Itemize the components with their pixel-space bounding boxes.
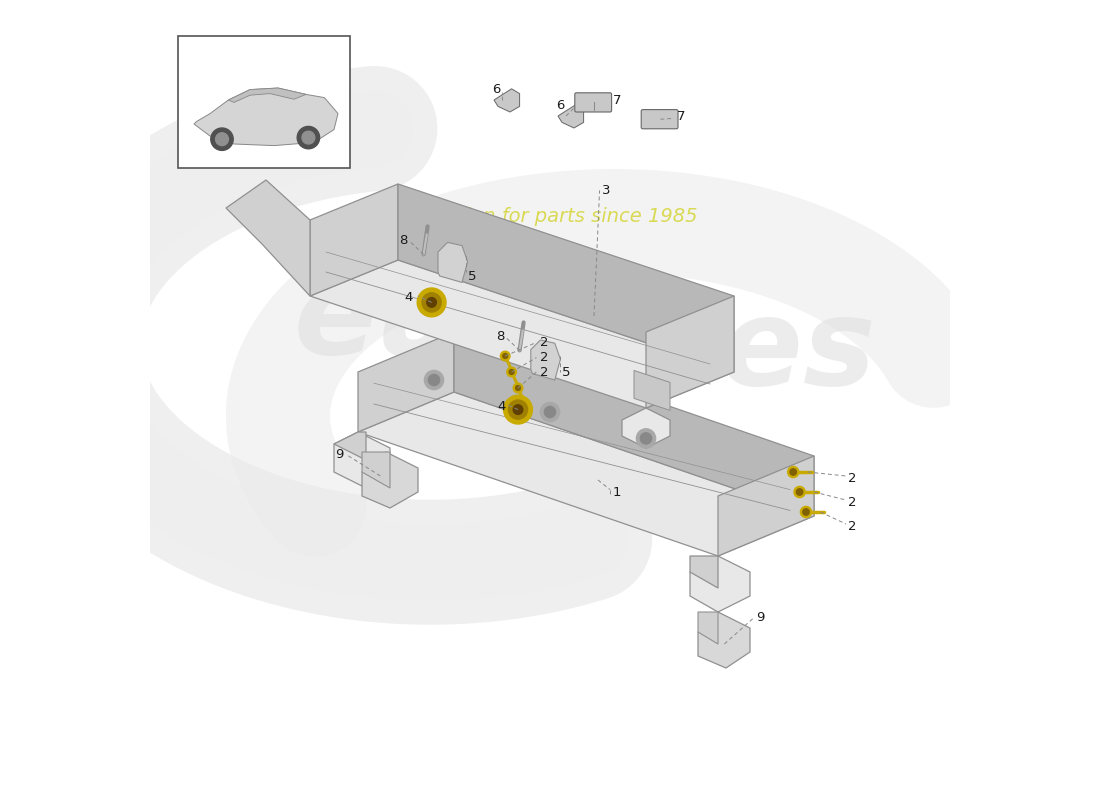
Circle shape bbox=[516, 386, 520, 390]
Text: 3: 3 bbox=[602, 184, 610, 197]
FancyBboxPatch shape bbox=[575, 93, 612, 112]
Circle shape bbox=[503, 354, 507, 358]
Text: 9: 9 bbox=[757, 611, 764, 624]
Polygon shape bbox=[494, 89, 519, 112]
Text: euros: euros bbox=[294, 262, 681, 378]
Circle shape bbox=[509, 370, 514, 374]
Text: 2: 2 bbox=[848, 472, 856, 485]
Text: 5: 5 bbox=[562, 366, 571, 378]
Circle shape bbox=[790, 469, 796, 475]
Polygon shape bbox=[362, 452, 418, 508]
Text: 8: 8 bbox=[399, 234, 408, 246]
Polygon shape bbox=[690, 556, 718, 588]
Polygon shape bbox=[358, 332, 454, 432]
Polygon shape bbox=[454, 332, 814, 516]
Circle shape bbox=[428, 374, 440, 386]
Circle shape bbox=[504, 395, 532, 424]
Polygon shape bbox=[718, 456, 814, 556]
Text: 2: 2 bbox=[540, 366, 548, 378]
Text: 8: 8 bbox=[496, 330, 505, 342]
Text: 6: 6 bbox=[556, 99, 564, 112]
Text: 2: 2 bbox=[540, 351, 548, 364]
Text: 6: 6 bbox=[492, 83, 500, 96]
Polygon shape bbox=[362, 452, 390, 488]
Text: 7: 7 bbox=[613, 94, 620, 106]
Circle shape bbox=[302, 131, 315, 144]
Circle shape bbox=[427, 298, 437, 307]
Polygon shape bbox=[334, 432, 390, 488]
Circle shape bbox=[417, 288, 446, 317]
Circle shape bbox=[211, 128, 233, 150]
Polygon shape bbox=[558, 105, 584, 128]
Circle shape bbox=[788, 466, 799, 478]
Circle shape bbox=[508, 400, 528, 419]
Polygon shape bbox=[698, 612, 718, 644]
Polygon shape bbox=[690, 556, 750, 612]
FancyBboxPatch shape bbox=[641, 110, 678, 129]
Circle shape bbox=[425, 370, 443, 390]
Polygon shape bbox=[634, 370, 670, 410]
Text: 2: 2 bbox=[848, 496, 856, 509]
Text: 1: 1 bbox=[613, 486, 620, 498]
Circle shape bbox=[796, 489, 803, 495]
Circle shape bbox=[540, 402, 560, 422]
Polygon shape bbox=[310, 260, 734, 408]
Circle shape bbox=[216, 133, 229, 146]
Text: a passion for parts since 1985: a passion for parts since 1985 bbox=[403, 206, 697, 226]
Polygon shape bbox=[646, 296, 734, 408]
Polygon shape bbox=[194, 88, 338, 146]
Polygon shape bbox=[358, 392, 814, 556]
Circle shape bbox=[794, 486, 805, 498]
Circle shape bbox=[640, 433, 651, 444]
Circle shape bbox=[297, 126, 320, 149]
Circle shape bbox=[514, 405, 522, 414]
Circle shape bbox=[500, 351, 510, 361]
Text: 9: 9 bbox=[336, 448, 343, 461]
Polygon shape bbox=[229, 88, 306, 102]
Text: 5: 5 bbox=[469, 270, 477, 282]
Polygon shape bbox=[334, 432, 366, 460]
Circle shape bbox=[803, 509, 810, 515]
Text: 2: 2 bbox=[848, 520, 856, 533]
Circle shape bbox=[422, 293, 441, 312]
Polygon shape bbox=[438, 242, 468, 282]
Text: 2: 2 bbox=[540, 336, 548, 349]
Polygon shape bbox=[310, 184, 398, 296]
Bar bbox=[178, 36, 350, 168]
Circle shape bbox=[544, 406, 556, 418]
Circle shape bbox=[507, 367, 516, 377]
Polygon shape bbox=[621, 408, 670, 448]
Text: 7: 7 bbox=[676, 110, 685, 122]
Text: 4: 4 bbox=[497, 400, 506, 413]
Polygon shape bbox=[698, 612, 750, 668]
Text: 4: 4 bbox=[404, 291, 412, 304]
Text: Pres: Pres bbox=[574, 294, 876, 410]
Polygon shape bbox=[226, 180, 310, 296]
Circle shape bbox=[637, 429, 656, 448]
Polygon shape bbox=[531, 340, 560, 380]
Circle shape bbox=[801, 506, 812, 518]
Polygon shape bbox=[398, 184, 734, 372]
Circle shape bbox=[514, 383, 522, 393]
